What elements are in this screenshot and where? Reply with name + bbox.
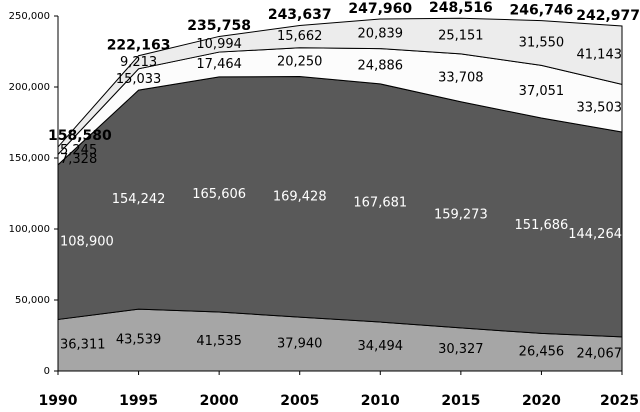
data-label: 151,686 <box>515 218 569 233</box>
total-label: 247,960 <box>348 1 412 17</box>
data-label: 43,539 <box>116 333 162 348</box>
data-label: 154,242 <box>112 192 166 207</box>
total-label: 222,163 <box>107 38 171 54</box>
data-label: 24,067 <box>577 346 623 361</box>
data-label: 34,494 <box>358 339 404 354</box>
total-label: 248,516 <box>429 0 493 16</box>
x-tick-label: 2015 <box>441 393 480 409</box>
x-tick-label: 2025 <box>600 393 639 409</box>
data-label: 33,708 <box>438 70 484 85</box>
data-label: 108,900 <box>60 235 114 250</box>
data-label: 10,994 <box>196 37 242 52</box>
x-tick-label: 2000 <box>200 393 239 409</box>
x-tick-label: 1990 <box>39 393 78 409</box>
data-label: 37,940 <box>277 337 323 352</box>
data-label: 20,839 <box>358 26 404 41</box>
data-label: 41,535 <box>196 334 242 349</box>
total-label: 246,746 <box>510 3 574 19</box>
x-tick-label: 2020 <box>522 393 561 409</box>
data-label: 167,681 <box>353 195 407 210</box>
x-tick-label: 1995 <box>119 393 158 409</box>
data-label: 5,245 <box>60 143 97 158</box>
area <box>57 17 623 156</box>
data-label: 26,456 <box>519 345 565 360</box>
total-label: 243,637 <box>268 7 332 23</box>
data-label: 25,151 <box>438 29 484 44</box>
total-label: 235,758 <box>187 18 251 34</box>
data-label: 7,328 <box>60 152 97 167</box>
data-label: 24,886 <box>358 59 404 74</box>
y-tick-label: 50,000 <box>15 295 50 306</box>
data-label: 165,606 <box>192 187 246 202</box>
total-label: 158,580 <box>48 128 112 144</box>
data-label: 15,033 <box>116 72 162 87</box>
y-tick-label: 100,000 <box>9 224 50 235</box>
total-label: 242,977 <box>576 8 640 24</box>
data-label: 36,311 <box>60 338 106 353</box>
data-label: 15,662 <box>277 29 323 44</box>
x-tick-label: 2010 <box>361 393 400 409</box>
data-label: 31,550 <box>519 36 565 51</box>
data-label: 17,464 <box>196 57 242 72</box>
data-label: 41,143 <box>577 48 623 63</box>
y-tick-label: 200,000 <box>9 82 50 93</box>
data-label: 37,051 <box>519 84 565 99</box>
data-label: 33,503 <box>577 101 623 116</box>
x-tick-label: 2005 <box>280 393 319 409</box>
y-tick-label: 250,000 <box>9 11 50 22</box>
y-tick-label: 0 <box>44 366 50 377</box>
y-tick-label: 150,000 <box>9 153 50 164</box>
data-label: 9,213 <box>120 55 157 70</box>
data-label: 20,250 <box>277 55 323 70</box>
data-label: 144,264 <box>568 227 622 242</box>
data-label: 169,428 <box>273 189 327 204</box>
data-label: 30,327 <box>438 342 484 357</box>
data-label: 159,273 <box>434 207 488 222</box>
